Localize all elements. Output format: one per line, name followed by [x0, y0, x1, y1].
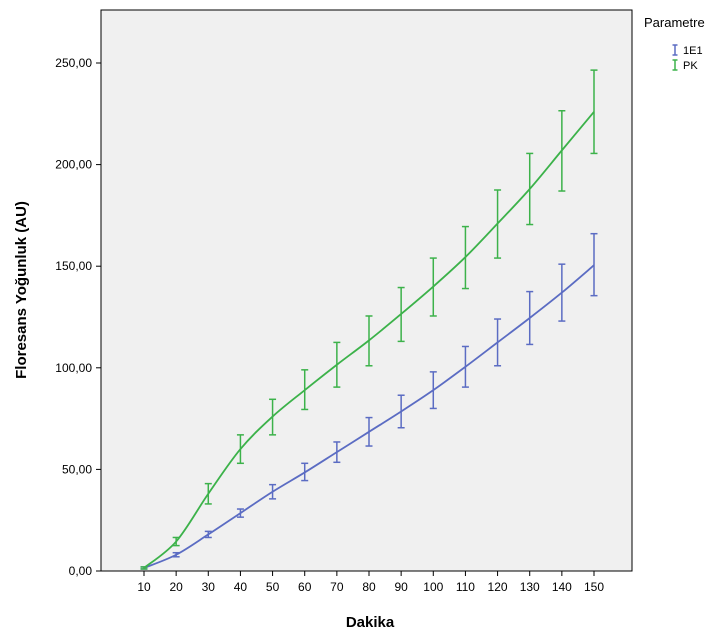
x-axis-title: Dakika	[346, 614, 395, 631]
y-tick-label: 0,00	[69, 564, 93, 578]
error-bar	[461, 345, 469, 388]
x-tick-label: 60	[298, 580, 312, 594]
y-tick-label: 250,00	[55, 56, 92, 70]
x-tick-label: 30	[202, 580, 216, 594]
error-bar	[429, 371, 437, 410]
error-bar	[461, 225, 469, 290]
error-bar	[301, 462, 309, 482]
plot-area	[100, 9, 633, 572]
error-bar	[269, 398, 277, 436]
y-axis-title: Floresans Yoğunluk (AU)	[13, 201, 30, 379]
y-tick-label: 200,00	[55, 158, 92, 172]
legend-title: Parametre	[644, 15, 705, 30]
y-tick-label: 100,00	[55, 361, 92, 375]
error-bar	[236, 508, 244, 518]
error-bar	[301, 369, 309, 411]
error-bar	[526, 290, 534, 346]
error-bar	[494, 189, 502, 259]
x-tick-label: 10	[137, 580, 151, 594]
legend-item-pk: PK	[672, 59, 698, 72]
error-bar	[526, 152, 534, 226]
y-tick-label: 150,00	[55, 259, 92, 273]
legend-item-1e1: 1E1	[672, 44, 703, 57]
x-axis: 10 20 30 40 50 60 70 80 90 100 110 120 130 140 150	[137, 571, 604, 594]
x-tick-label: 140	[552, 580, 572, 594]
error-bar	[494, 318, 502, 367]
y-axis: 0,00 50,00 100,00 150,00 200,00 250,00	[55, 56, 101, 578]
x-tick-label: 90	[394, 580, 408, 594]
error-bar	[397, 394, 405, 429]
x-tick-label: 150	[584, 580, 604, 594]
x-tick-label: 20	[169, 580, 183, 594]
error-bar	[558, 263, 566, 322]
x-tick-label: 130	[520, 580, 540, 594]
error-bar	[365, 315, 373, 367]
legend-label: 1E1	[683, 45, 703, 57]
x-tick-label: 110	[456, 580, 475, 594]
error-bar	[140, 566, 148, 570]
error-bar	[333, 341, 341, 388]
legend-label: PK	[683, 60, 698, 72]
x-tick-label: 80	[362, 580, 376, 594]
error-bar	[397, 286, 405, 343]
error-bar	[204, 530, 212, 539]
error-bar	[590, 69, 598, 155]
x-tick-label: 40	[234, 580, 248, 594]
series-pk	[140, 69, 598, 570]
error-bar	[172, 551, 180, 558]
error-bar	[172, 536, 180, 547]
error-bar	[365, 416, 373, 447]
x-tick-label: 50	[266, 580, 280, 594]
error-bar	[236, 434, 244, 465]
error-bar	[269, 483, 277, 500]
x-tick-label: 100	[423, 580, 443, 594]
legend: Parametre 1E1 PK	[644, 15, 705, 72]
series-layer	[140, 69, 598, 570]
error-bar	[590, 232, 598, 297]
error-bar	[204, 482, 212, 505]
x-tick-label: 70	[330, 580, 344, 594]
x-tick-label: 120	[488, 580, 508, 594]
y-tick-label: 50,00	[62, 462, 92, 476]
error-bar	[429, 257, 437, 317]
error-bar	[333, 441, 341, 464]
error-bar	[558, 110, 566, 192]
